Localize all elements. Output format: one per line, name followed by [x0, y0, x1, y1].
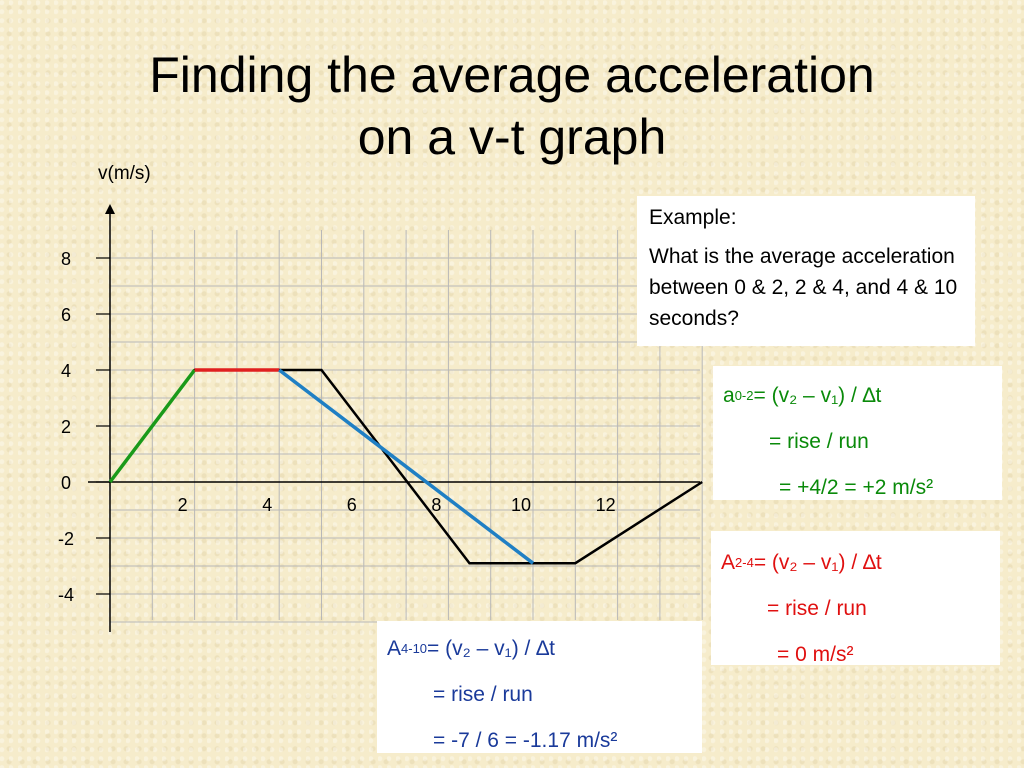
calc-2-4-var: A — [721, 550, 736, 574]
title-line-2: on a v-t graph — [357, 109, 667, 165]
x-tick-label: 10 — [511, 495, 531, 515]
calc-0-2-var: a — [723, 383, 735, 407]
calc-2-4-eq: = (v₂ – v₁) / ∆t — [753, 550, 882, 574]
calc-4-10-result: = -7 / 6 = -1.17 m/s² — [433, 728, 618, 752]
y-tick-label: 6 — [61, 305, 71, 325]
example-question: What is the average acceleration between… — [649, 245, 958, 330]
example-box: Example: What is the average acceleratio… — [637, 196, 975, 346]
calc-4-10-formula: A 4-10 = (v₂ – v₁) / ∆t — [387, 625, 692, 671]
calc-0-2-eq: = (v₂ – v₁) / ∆t — [753, 383, 882, 407]
y-axis-arrow — [105, 204, 115, 214]
y-tick-label: 0 — [61, 473, 71, 493]
calc-4-10-var: A — [387, 636, 402, 660]
calc-4-10-eq: = (v₂ – v₁) / ∆t — [427, 636, 555, 660]
calc-0-2-sub: 0-2 — [734, 387, 754, 403]
y-tick-label: 2 — [61, 417, 71, 437]
average-slope-line — [108, 368, 196, 484]
x-tick-label: 4 — [262, 495, 272, 515]
calc-4-10-sub: 4-10 — [401, 640, 428, 656]
calc-2-4-rise-run: = rise / run — [767, 596, 867, 620]
calc-0-2-formula: a 0-2 = (v₂ – v₁) / ∆t — [723, 372, 992, 418]
y-tick-label: -2 — [58, 529, 74, 549]
y-tick-label: 4 — [61, 361, 71, 381]
calc-box-2-4: A 2-4 = (v₂ – v₁) / ∆t = rise / run = 0 m… — [711, 531, 1000, 666]
calc-0-2-rise-run: = rise / run — [769, 429, 869, 453]
calc-box-4-10: A 4-10 = (v₂ – v₁) / ∆t = rise / run = -7… — [377, 621, 702, 753]
calc-2-4-sub: 2-4 — [735, 554, 754, 570]
calc-0-2-result: = +4/2 = +2 m/s² — [779, 475, 934, 499]
y-tick-label: -4 — [58, 585, 74, 605]
x-tick-label: 8 — [431, 495, 441, 515]
calc-2-4-formula: A 2-4 = (v₂ – v₁) / ∆t — [721, 539, 990, 585]
y-tick-label: 8 — [61, 249, 71, 269]
x-tick-label: 12 — [596, 495, 616, 515]
x-tick-label: 6 — [347, 495, 357, 515]
y-axis-label: v(m/s) — [98, 163, 151, 184]
slide-title: Finding the average acceleration on a v-… — [0, 44, 1024, 168]
average-slope-line — [278, 368, 535, 565]
title-line-1: Finding the average acceleration — [149, 47, 875, 103]
calc-box-0-2: a 0-2 = (v₂ – v₁) / ∆t = rise / run = +4/… — [713, 366, 1002, 500]
calc-2-4-result: = 0 m/s² — [777, 642, 854, 666]
x-tick-label: 2 — [178, 495, 188, 515]
example-heading: Example: — [649, 206, 737, 229]
calc-4-10-rise-run: = rise / run — [433, 682, 533, 706]
